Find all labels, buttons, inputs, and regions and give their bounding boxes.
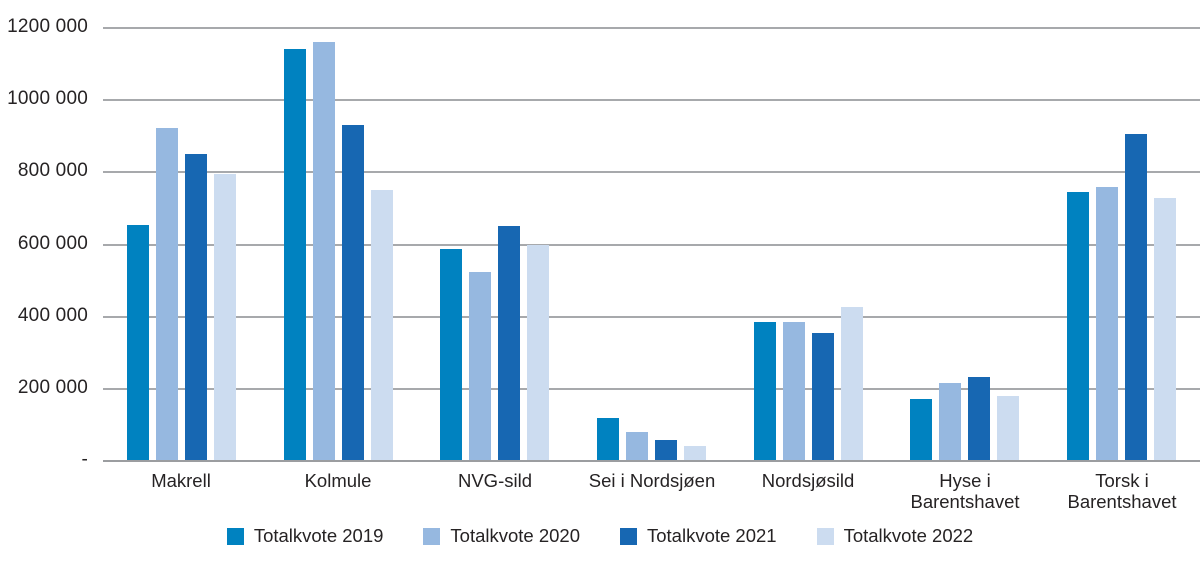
bar-totalkvote-2020 (313, 42, 335, 460)
bar-totalkvote-2019 (1067, 192, 1089, 460)
bar-totalkvote-2021 (498, 226, 520, 460)
gridline (103, 460, 1200, 462)
legend-swatch (816, 527, 834, 545)
legend-label: Totalkvote 2022 (843, 525, 974, 546)
bar-totalkvote-2022 (997, 396, 1019, 460)
y-axis-tick-label: 600 000 (17, 233, 88, 254)
bar-totalkvote-2019 (910, 399, 932, 460)
bar-totalkvote-2020 (156, 128, 178, 460)
legend-swatch (620, 527, 637, 545)
gridline (103, 316, 1200, 318)
bar-totalkvote-2019 (440, 249, 462, 460)
legend-label: Totalkvote 2019 (253, 525, 384, 546)
bar-totalkvote-2021 (812, 333, 834, 460)
legend-label: Totalkvote 2021 (647, 525, 777, 546)
gridline (103, 99, 1200, 101)
x-axis-category-label: Kolmule (304, 470, 372, 491)
bar-totalkvote-2020 (1096, 187, 1118, 460)
legend-item: Totalkvote 2021 (620, 525, 777, 547)
bar-totalkvote-2019 (284, 49, 306, 460)
bar-totalkvote-2022 (371, 190, 393, 460)
x-axis-category-label: Hyse i Barentshavet (910, 470, 1020, 512)
y-axis-tick-label: 800 000 (17, 160, 88, 181)
legend-swatch (423, 527, 441, 545)
bar-totalkvote-2020 (939, 383, 961, 460)
gridline (103, 244, 1200, 246)
legend: Totalkvote 2019 Totalkvote 2020 Totalkvote… (0, 525, 1200, 547)
y-axis-tick-label: 200 000 (17, 377, 88, 398)
bar-totalkvote-2022 (684, 446, 706, 460)
bar-totalkvote-2021 (342, 125, 364, 460)
bar-totalkvote-2021 (185, 154, 207, 460)
legend-item: Totalkvote 2019 (226, 525, 384, 547)
bar-totalkvote-2021 (968, 377, 990, 460)
x-axis-category-label: Sei i Nordsjøen (588, 470, 716, 491)
x-axis-category-label: Nordsjøsild (761, 470, 855, 491)
bar-totalkvote-2021 (1125, 134, 1147, 460)
gridline (103, 388, 1200, 390)
x-axis-category-label: Makrell (151, 470, 211, 491)
legend-item: Totalkvote 2020 (423, 525, 580, 547)
y-axis-tick-label: 1000 000 (7, 88, 88, 109)
gridline (103, 171, 1200, 173)
bar-totalkvote-2022 (214, 174, 236, 460)
legend-item: Totalkvote 2022 (816, 525, 974, 547)
bar-totalkvote-2022 (527, 245, 549, 460)
bar-totalkvote-2019 (127, 225, 149, 460)
y-axis-tick-label: 400 000 (17, 305, 88, 326)
bar-totalkvote-2019 (597, 418, 619, 460)
y-axis-tick-label: - (81, 449, 88, 470)
legend-label: Totalkvote 2020 (450, 525, 580, 546)
bar-totalkvote-2020 (469, 272, 491, 460)
gridline (103, 27, 1200, 29)
bar-totalkvote-2022 (1154, 198, 1176, 460)
x-axis-category-label: NVG-sild (457, 470, 532, 491)
y-axis-tick-label: 1200 000 (7, 16, 88, 37)
legend-swatch (226, 527, 244, 545)
bar-totalkvote-2021 (655, 440, 677, 460)
bar-totalkvote-2020 (783, 322, 805, 460)
x-axis-category-label: Torsk i Barentshavet (1067, 470, 1177, 512)
bar-totalkvote-2022 (841, 307, 863, 460)
bar-totalkvote-2019 (754, 322, 776, 460)
bar-totalkvote-2020 (626, 432, 648, 460)
